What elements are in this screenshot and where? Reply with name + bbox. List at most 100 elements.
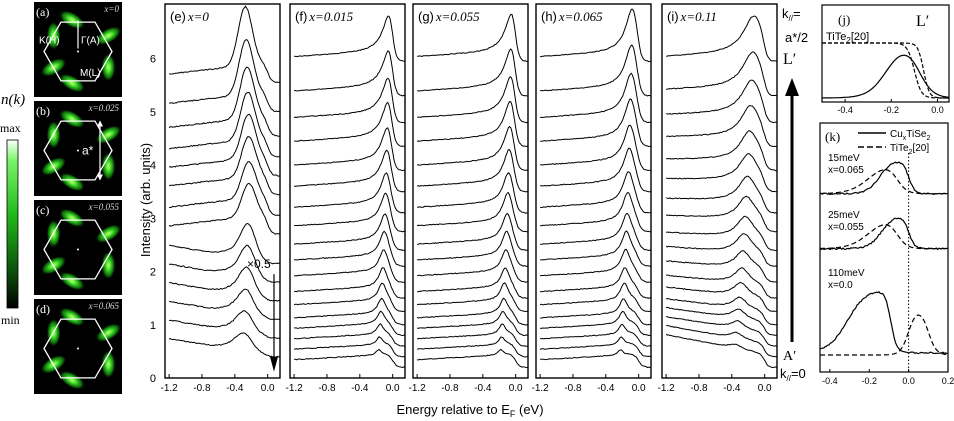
momentum-map-3: (d) x=0.065 <box>34 299 122 394</box>
panel-label: (h) x=0.065 <box>541 9 603 24</box>
x-tick-label: -0.8 <box>318 383 336 394</box>
panel-label: (i) x=0.11 <box>667 9 717 24</box>
inset-j-x-tick-label: -0.2 <box>884 105 900 115</box>
spectrum-curve <box>293 336 406 358</box>
spectrum-curve <box>539 8 652 62</box>
momentum-map-2: (c) x=0.055 <box>34 200 122 295</box>
spectrum-curve <box>539 248 652 283</box>
spectra-panel-4: (i) x=0.11 -1.2 -0.8 -0.4 0.0 <box>657 3 778 394</box>
gamma-label: Γ(A) <box>81 36 100 47</box>
spectra-curves <box>665 15 778 369</box>
inset-k-x-tick-label: 0.2 <box>942 376 954 386</box>
map-tag: (c) <box>36 203 49 217</box>
map-intensity-spot <box>59 73 85 93</box>
colorbar-symbol: n(k) <box>1 92 25 108</box>
map-doping-label: x=0.055 <box>88 202 120 212</box>
k-axis-top-point: L′ <box>783 51 796 68</box>
map-intensity-spot <box>59 271 85 291</box>
spectrum-curve <box>540 230 652 267</box>
zone-center-dot <box>77 347 79 350</box>
map-tag: (d) <box>36 302 50 316</box>
inset-k-tag: (k) <box>825 129 840 144</box>
spectrum-curve <box>168 182 281 235</box>
spectrum-curve <box>293 172 406 214</box>
spectrum-curve <box>666 130 777 172</box>
spectra-panel-3: (h) x=0.065 -1.2 -0.8 -0.4 0.0 <box>531 3 652 394</box>
spectrum-curve <box>293 322 406 347</box>
spectrum-curve <box>294 50 406 97</box>
spectrum-curve <box>540 147 652 193</box>
spectrum-curve <box>666 51 778 97</box>
spectrum-curve <box>665 324 778 358</box>
inset-j-legend: TiTe2[20] <box>826 31 869 45</box>
x-tick-label: -0.4 <box>351 383 369 394</box>
inset-k-dashed-curve <box>820 314 949 356</box>
x-tick-label: -0.8 <box>564 383 582 394</box>
y-tick-label: 3 <box>150 213 156 225</box>
spectrum-curve <box>168 91 281 158</box>
spectrum-curve <box>417 48 529 97</box>
spectrum-curve <box>665 175 778 214</box>
map-intensity-spot <box>59 208 85 228</box>
spectrum-curve <box>293 230 406 267</box>
inset-j-tag: (j) <box>838 12 850 27</box>
inset-k-doping-label: x=0.055 <box>828 222 864 233</box>
spectrum-curve <box>665 233 778 268</box>
panel-frame <box>412 3 529 379</box>
y-tick-label: 2 <box>150 267 156 279</box>
x-tick-label: -1.2 <box>408 383 426 394</box>
x-tick-label: -0.8 <box>441 383 459 394</box>
scale-arrowhead <box>270 356 278 372</box>
spectra-panel-2: (g) x=0.055 -1.2 -0.8 -0.4 0.0 <box>408 3 529 394</box>
zone-center-dot <box>77 50 79 53</box>
inset-j-curve <box>822 42 949 99</box>
k-point-label: K(H) <box>39 36 60 47</box>
x-tick-label: -1.2 <box>285 383 303 394</box>
panel-label: (g) x=0.055 <box>418 9 480 24</box>
spectrum-curve <box>293 101 406 147</box>
y-tick-label: 0 <box>150 373 156 385</box>
spectrum-curve <box>417 76 529 124</box>
spectrum-curve <box>168 66 281 137</box>
k-axis-top-value: a*/2 <box>785 30 808 45</box>
map-intensity-spot <box>101 251 116 280</box>
brillouin-zone-hexagon <box>43 120 113 181</box>
inset-j: (j) L′ TiTe2[20] -0.4 -0.2 0.0 <box>821 4 950 115</box>
spectra-curves <box>168 5 281 358</box>
spectrum-curve <box>293 282 405 313</box>
k-axis-arrow-head <box>785 78 799 96</box>
map-tag: (b) <box>36 104 50 118</box>
spectrum-curve <box>416 172 529 214</box>
x-tick-label: -0.4 <box>723 383 741 394</box>
panel-label: (e) x=0 <box>170 9 209 24</box>
x-tick-label: 0.0 <box>758 383 772 394</box>
spectrum-curve <box>169 161 281 217</box>
astar-label: a* <box>82 144 94 158</box>
zone-center-dot <box>77 248 79 251</box>
spectrum-curve <box>168 136 280 196</box>
main-plot: Intensity (arb. units) Energy relative t… <box>138 3 778 419</box>
spectra-curves <box>293 15 406 369</box>
spectrum-curve <box>294 267 406 299</box>
colorbar <box>6 139 19 309</box>
map-intensity-spot <box>59 307 85 327</box>
spectrum-curve <box>540 298 651 326</box>
spectrum-curve <box>416 249 529 283</box>
x-tick-label: -1.2 <box>657 383 675 394</box>
brillouin-zone-hexagon <box>43 219 113 280</box>
x-tick-label: 0.0 <box>386 383 400 394</box>
map-doping-label: x=0 <box>103 4 119 14</box>
map-intensity-spot <box>95 125 122 144</box>
spectrum-curve <box>540 310 652 337</box>
inset-k-gap-label: 15meV <box>828 153 860 164</box>
spectrum-curve <box>416 336 529 358</box>
spectrum-curve <box>665 316 778 347</box>
momentum-map-0: (a) x=0 Γ(A) K(H) M(L) <box>34 2 122 97</box>
inset-k-dashed-curve <box>820 169 948 195</box>
spectrum-curve <box>168 266 281 302</box>
spectrum-curve <box>539 282 652 313</box>
spectrum-curve <box>293 213 406 251</box>
spectrum-curve <box>666 306 777 336</box>
spectrum-curve <box>666 15 778 62</box>
